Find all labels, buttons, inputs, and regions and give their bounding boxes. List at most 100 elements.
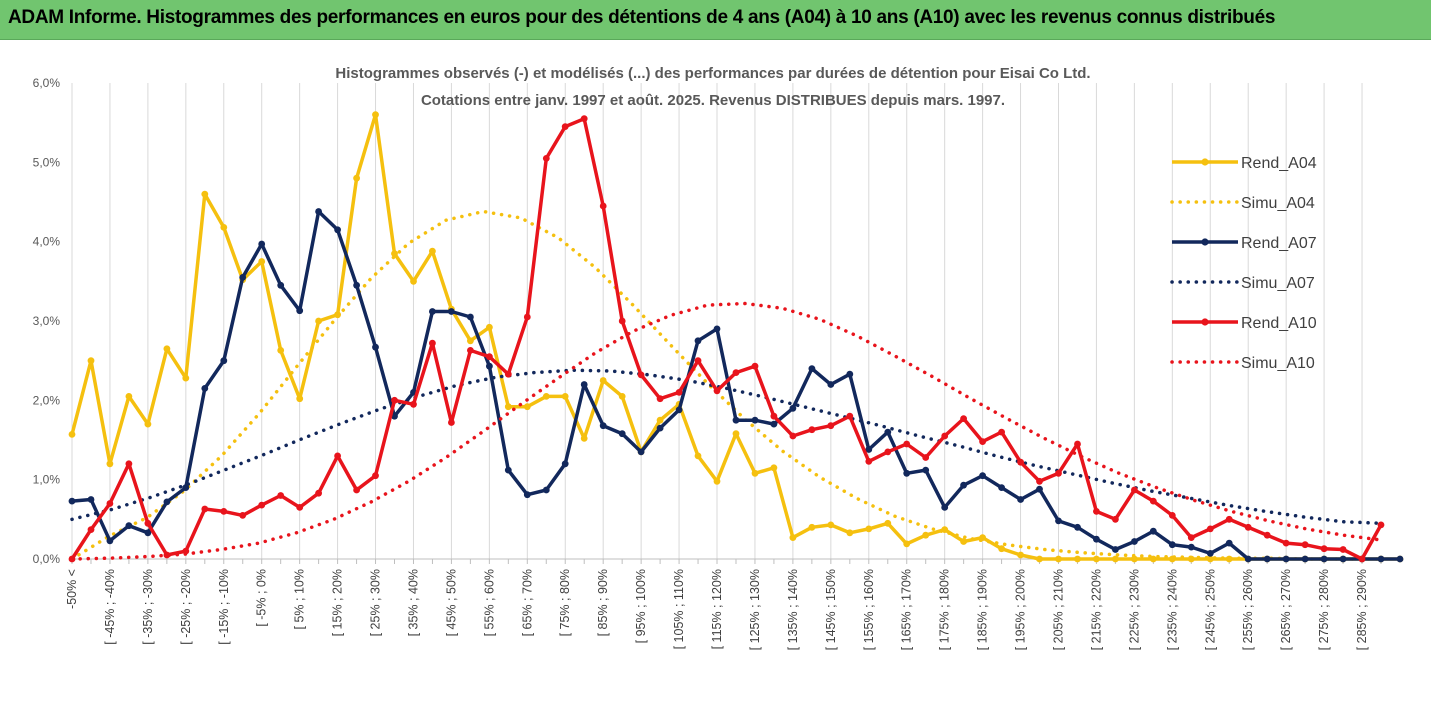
data-point <box>789 404 797 412</box>
x-tick-label: [ 285% ; 290% <box>1355 569 1369 650</box>
data-point <box>599 422 607 430</box>
data-point <box>637 371 645 379</box>
data-point <box>1093 508 1100 515</box>
x-tick-label: [ 155% ; 160% <box>862 569 876 650</box>
banner-title: ADAM Informe. Histogrammes des performan… <box>8 7 1276 28</box>
legend-marker <box>1201 318 1209 326</box>
data-point <box>1112 515 1119 523</box>
series-Rend_A10 <box>68 115 1385 563</box>
data-point <box>770 464 778 472</box>
series-Simu_A10 <box>70 301 1383 561</box>
x-tick-label: [ 85% ; 90% <box>596 569 610 636</box>
data-point <box>391 396 398 404</box>
legend-marker <box>1201 158 1209 166</box>
x-tick-label: [ 275% ; 280% <box>1317 569 1331 650</box>
data-point <box>182 374 190 382</box>
data-point <box>1055 469 1062 477</box>
data-point <box>675 406 683 414</box>
legend-item-Simu_A04: Simu_A04 <box>1170 195 1315 212</box>
data-point <box>1149 527 1157 535</box>
data-point <box>903 469 911 477</box>
data-point <box>1149 555 1157 563</box>
data-point <box>1168 512 1176 519</box>
data-point <box>694 357 702 365</box>
data-point <box>1149 497 1157 505</box>
data-point <box>979 472 986 480</box>
data-point <box>542 486 550 494</box>
data-point <box>448 308 455 315</box>
data-point <box>561 123 569 130</box>
legend-item-Rend_A10: Rend_A10 <box>1172 315 1317 332</box>
x-tick-label: [ 45% ; 50% <box>444 569 458 636</box>
data-point <box>296 307 304 315</box>
data-point <box>713 387 721 395</box>
data-point <box>922 531 930 539</box>
data-point <box>542 155 550 162</box>
series-line-Simu_A10 <box>70 301 1383 561</box>
data-point <box>486 323 493 331</box>
data-point <box>429 339 436 347</box>
legend-item-Simu_A10: Simu_A10 <box>1170 355 1315 372</box>
chart-subtitle: Cotations entre janv. 1997 et août. 2025… <box>421 92 1005 109</box>
data-point <box>903 540 911 548</box>
x-tick-label: [ 165% ; 170% <box>900 569 914 650</box>
data-point <box>751 362 759 370</box>
data-point <box>1206 555 1214 563</box>
data-point <box>941 504 949 511</box>
data-point <box>334 226 341 234</box>
data-point <box>1187 534 1195 541</box>
data-point <box>486 353 493 361</box>
data-point <box>884 428 892 436</box>
data-point <box>429 308 436 315</box>
y-tick-label: 6,0% <box>33 76 61 90</box>
data-point <box>846 370 854 378</box>
data-point <box>334 452 341 460</box>
data-point <box>1055 517 1062 525</box>
x-tick-label: [ 15% ; 20% <box>331 569 345 636</box>
data-point <box>1244 555 1252 563</box>
data-point <box>827 422 835 430</box>
x-tick-label: [ 95% ; 100% <box>634 569 648 643</box>
data-point <box>87 496 95 503</box>
series-line-Rend_A04 <box>70 112 1402 561</box>
data-point <box>884 519 892 527</box>
x-tick-label: [ 195% ; 200% <box>1014 569 1028 650</box>
x-tick-label: [ 205% ; 210% <box>1051 569 1065 650</box>
data-point <box>1112 546 1119 553</box>
data-point <box>410 277 417 285</box>
data-point <box>353 486 360 494</box>
legend-item-Rend_A04: Rend_A04 <box>1172 155 1317 172</box>
data-point <box>1396 555 1404 563</box>
performance-histogram-chart: 0,0% 1,0% 2,0% 3,0% 4,0% 5,0% 6,0% -50% < [ -45%… <box>33 65 1404 650</box>
x-tick-label: [ 145% ; 150% <box>824 569 838 650</box>
legend-label: Simu_A07 <box>1241 275 1315 292</box>
x-tick-label: [ 175% ; 180% <box>938 569 952 650</box>
legend-label: Simu_A04 <box>1241 195 1315 212</box>
data-point <box>580 381 588 388</box>
data-point <box>656 395 664 403</box>
data-point <box>865 525 873 533</box>
legend-label: Rend_A07 <box>1241 235 1317 252</box>
data-point <box>239 274 247 281</box>
data-point <box>827 521 835 529</box>
data-point <box>315 489 322 497</box>
grid <box>71 83 1363 559</box>
data-point <box>296 504 304 511</box>
data-point <box>618 393 626 400</box>
data-point <box>789 432 797 440</box>
x-tick-label: [ 55% ; 60% <box>482 569 496 636</box>
y-tick-label: 0,0% <box>33 552 61 566</box>
data-point <box>599 202 607 210</box>
data-point <box>144 529 152 537</box>
data-point <box>429 247 436 255</box>
data-point <box>277 492 285 499</box>
data-point <box>353 281 360 289</box>
data-point <box>106 537 114 545</box>
data-point <box>504 403 512 411</box>
x-tick-label: -50% < <box>65 569 79 609</box>
legend-item-Simu_A07: Simu_A07 <box>1170 275 1315 292</box>
data-point <box>1074 440 1081 448</box>
legend-label: Rend_A04 <box>1241 155 1317 172</box>
data-point <box>1131 486 1138 494</box>
data-point <box>1131 538 1138 545</box>
